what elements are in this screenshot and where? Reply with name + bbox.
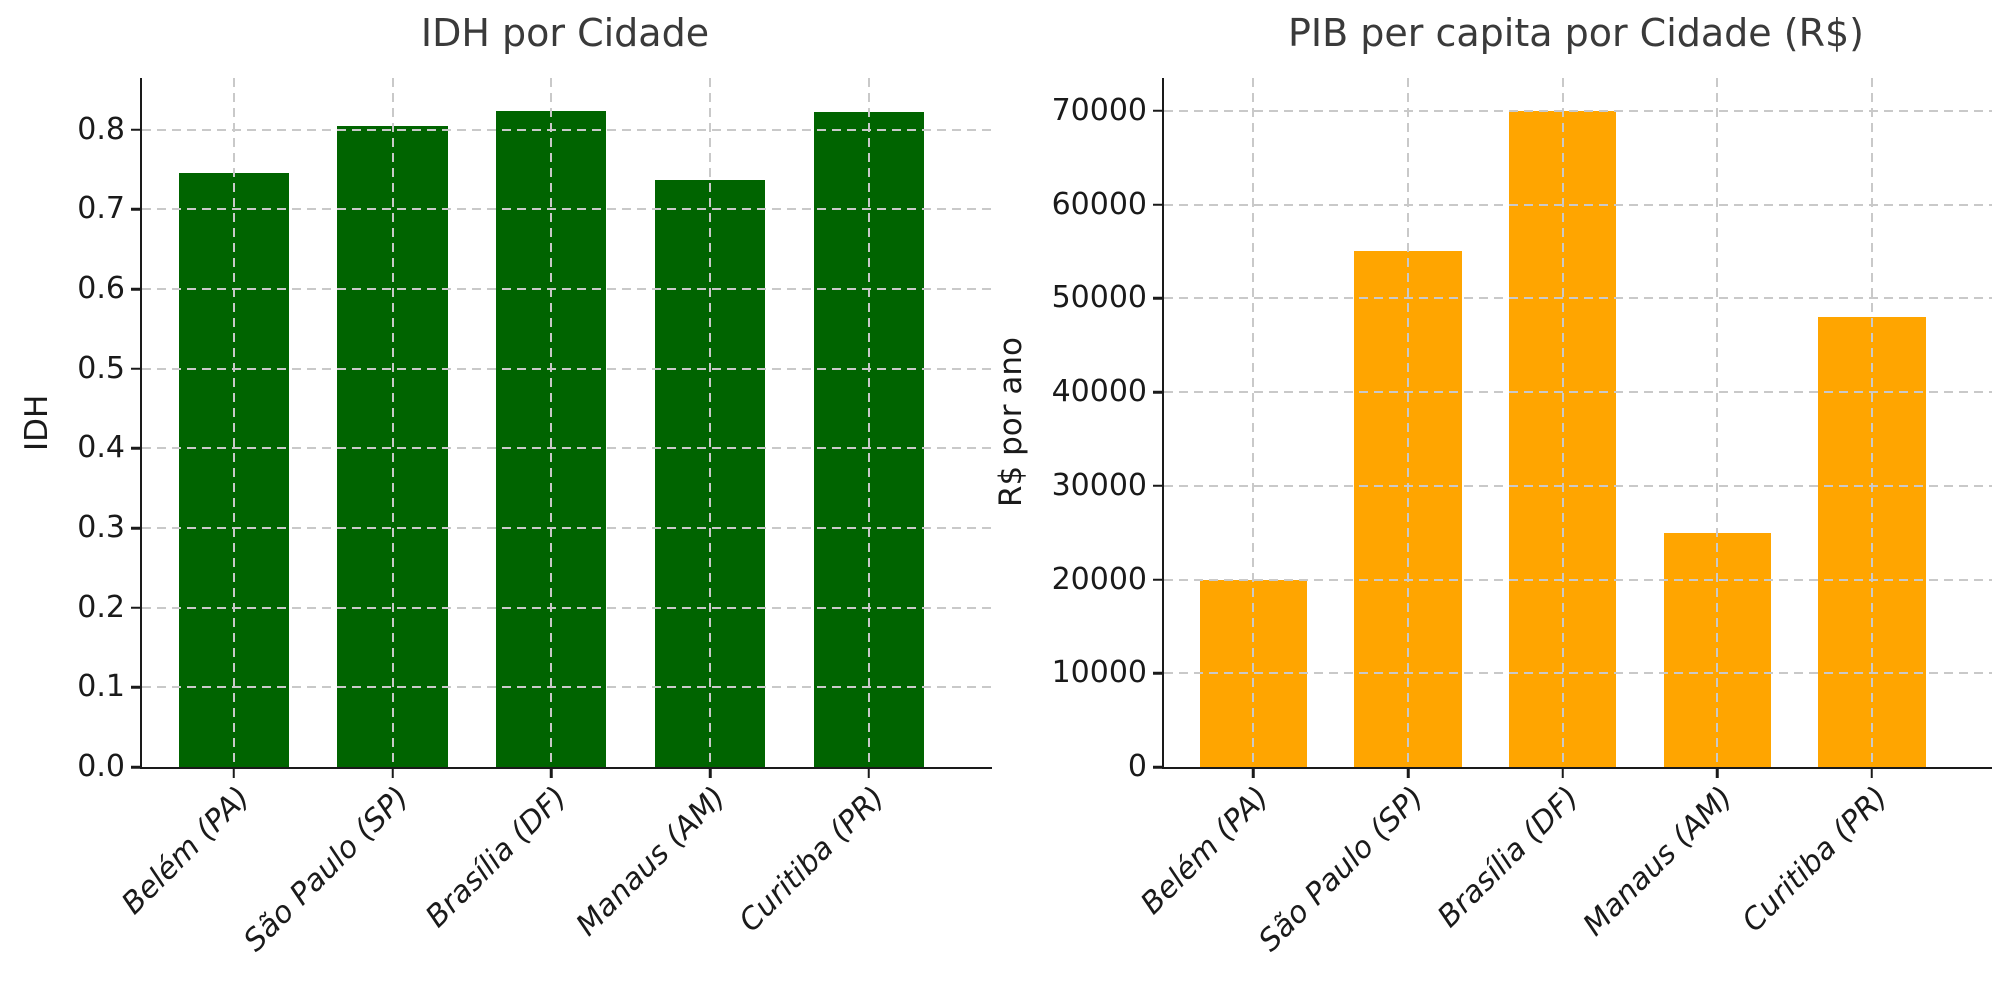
gridline-horizontal bbox=[1164, 672, 1992, 675]
y-axis-label: R$ por ano bbox=[993, 337, 1029, 508]
y-tick-label: 60000 bbox=[1051, 186, 1147, 222]
y-tick-mark bbox=[1153, 297, 1162, 300]
y-tick-mark bbox=[1153, 390, 1162, 394]
y-tick-mark bbox=[1153, 109, 1162, 113]
gridline-horizontal bbox=[1164, 109, 1992, 112]
plot-area: Belém (PA) São Paulo (SP) Brasília (DF) Man… bbox=[1052, 78, 1992, 958]
x-tick-mark bbox=[708, 769, 712, 778]
y-tick-label: 0.0 bbox=[77, 749, 125, 784]
gridline-horizontal bbox=[142, 606, 992, 609]
y-tick-label: 20000 bbox=[1051, 561, 1147, 597]
chart-title: PIB per capita por Cidade (R$) bbox=[1288, 11, 1864, 55]
gridline-vertical bbox=[1716, 78, 1719, 767]
y-tick-label: 30000 bbox=[1051, 467, 1147, 503]
y-tick-mark bbox=[131, 287, 140, 291]
gridline-vertical bbox=[232, 78, 235, 767]
y-tick-label: 0.5 bbox=[77, 350, 125, 386]
y-tick-mark bbox=[131, 367, 140, 370]
y-tick-mark bbox=[131, 208, 140, 211]
y-tick-label: 0.8 bbox=[77, 111, 125, 147]
gridline-horizontal bbox=[142, 686, 992, 689]
gridline-vertical bbox=[1407, 78, 1410, 767]
gridline-vertical bbox=[1870, 78, 1873, 767]
gridline-horizontal bbox=[1164, 391, 1992, 393]
y-tick-mark bbox=[1153, 203, 1162, 206]
y-tick-label: 0.4 bbox=[77, 430, 125, 466]
y-tick-label: 40000 bbox=[1051, 374, 1147, 409]
x-tick-mark bbox=[1406, 769, 1410, 778]
y-tick-mark bbox=[1153, 672, 1162, 675]
x-tick-mark bbox=[1870, 769, 1874, 778]
y-tick-mark bbox=[131, 606, 140, 609]
gridline-vertical bbox=[709, 78, 711, 767]
gridline-vertical bbox=[1252, 78, 1255, 767]
x-tick-label: Curitiba (PR) bbox=[732, 779, 892, 940]
y-tick-mark bbox=[131, 128, 140, 132]
x-tick-mark bbox=[1716, 769, 1719, 778]
gridline-horizontal bbox=[142, 527, 992, 529]
gridline-horizontal bbox=[142, 208, 992, 211]
gridline-vertical bbox=[391, 78, 394, 767]
idh-bar-chart: IDH por Cidade IDH Belém (PA) São Paulo (… bbox=[19, 11, 992, 958]
y-tick-label: 70000 bbox=[1051, 92, 1147, 128]
y-tick-mark bbox=[1153, 765, 1162, 769]
gridline-horizontal bbox=[142, 367, 992, 370]
x-tick-label: Curitiba (PR) bbox=[1735, 779, 1895, 940]
y-tick-label: 10000 bbox=[1051, 655, 1147, 691]
y-tick-label: 0.7 bbox=[77, 191, 125, 227]
y-tick-mark bbox=[131, 526, 140, 530]
pib-bar-chart: PIB per capita por Cidade (R$) R$ por an… bbox=[993, 0, 2000, 1000]
y-tick-mark bbox=[1153, 578, 1162, 581]
y-axis-label: IDH bbox=[19, 394, 55, 451]
x-tick-mark bbox=[1252, 769, 1255, 778]
x-tick-mark bbox=[1561, 769, 1564, 778]
chart-title: IDH por Cidade bbox=[420, 11, 710, 55]
y-tick-label: 0.2 bbox=[77, 589, 125, 625]
x-tick-mark bbox=[391, 769, 394, 778]
gridline-vertical bbox=[1561, 78, 1564, 767]
y-tick-mark bbox=[131, 765, 140, 769]
y-tick-label: 0.1 bbox=[77, 669, 125, 705]
gridline-horizontal bbox=[1164, 484, 1992, 487]
y-tick-mark bbox=[1153, 484, 1162, 488]
y-tick-label: 0.3 bbox=[77, 510, 125, 545]
gridline-horizontal bbox=[142, 128, 992, 131]
y-tick-mark bbox=[131, 686, 140, 689]
gridline-horizontal bbox=[142, 447, 992, 450]
gridline-horizontal bbox=[1164, 203, 1992, 206]
y-tick-mark bbox=[131, 447, 140, 450]
y-tick-label: 0 bbox=[1127, 749, 1147, 784]
x-tick-mark bbox=[232, 769, 236, 778]
x-tick-mark bbox=[550, 769, 553, 778]
x-tick-mark bbox=[867, 769, 871, 778]
gridline-vertical bbox=[867, 78, 870, 767]
gridline-horizontal bbox=[1164, 297, 1992, 300]
y-tick-label: 0.6 bbox=[77, 271, 125, 307]
gridline-horizontal bbox=[1164, 578, 1992, 581]
y-tick-label: 50000 bbox=[1051, 280, 1147, 316]
gridline-horizontal bbox=[142, 288, 992, 291]
plot-area: Belém (PA) São Paulo (SP) Brasília (DF) Man… bbox=[77, 78, 992, 958]
gridline-vertical bbox=[550, 78, 553, 767]
